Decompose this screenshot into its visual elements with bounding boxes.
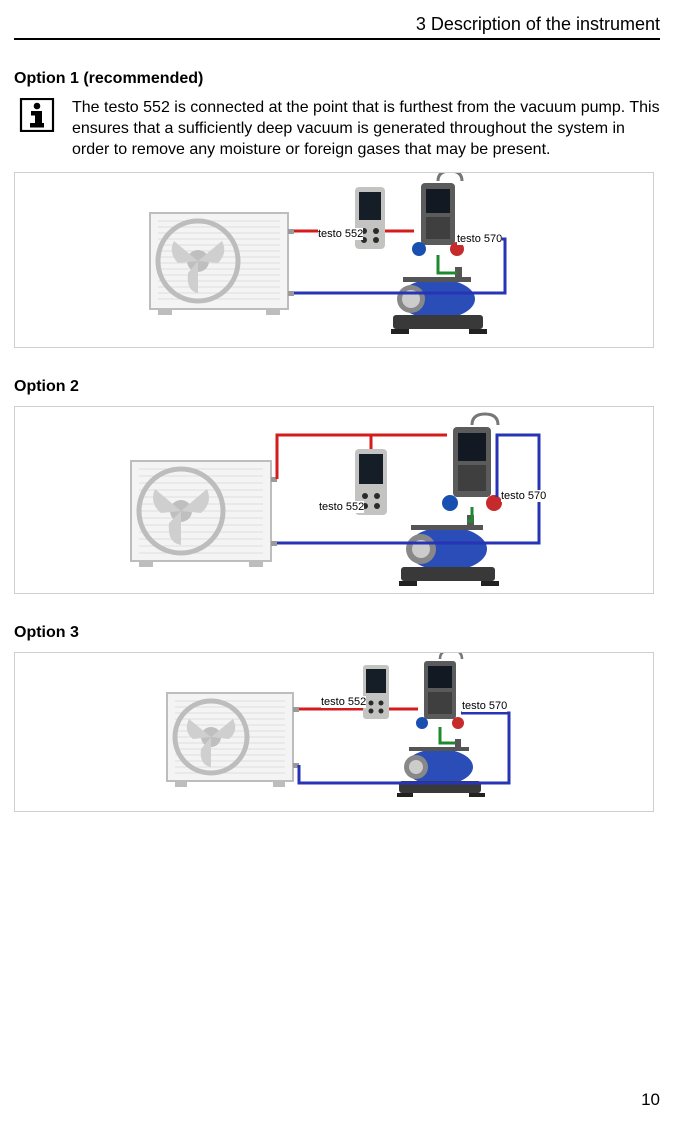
label-testo-552-d3: testo 552 xyxy=(321,696,366,708)
line-blue-d3 xyxy=(299,713,509,783)
option1-title: Option 1 (recommended) xyxy=(14,70,660,88)
info-icon xyxy=(18,98,56,132)
page-header: 3 Description of the instrument xyxy=(14,14,660,40)
line-green-d3 xyxy=(440,727,455,743)
info-text: The testo 552 is connected at the point … xyxy=(72,98,660,160)
label-testo-570-d2: testo 570 xyxy=(501,490,546,502)
page-number: 10 xyxy=(641,1090,660,1110)
label-testo-552-d1: testo 552 xyxy=(318,228,363,240)
option3-title: Option 3 xyxy=(14,624,660,642)
line-blue-d1 xyxy=(294,239,505,293)
pump-icon xyxy=(391,267,487,334)
diagram-svg-1 xyxy=(15,173,655,349)
diagram-svg-3 xyxy=(15,653,655,813)
diagram-option1: testo 552 testo 570 xyxy=(14,172,654,348)
line-green-d1 xyxy=(438,255,457,273)
ac-unit-icon xyxy=(150,213,294,315)
diagram-option3: testo 552 testo 570 xyxy=(14,652,654,812)
info-callout: The testo 552 is connected at the point … xyxy=(14,98,660,160)
label-testo-570-d3: testo 570 xyxy=(462,700,507,712)
chapter-title: 3 Description of the instrument xyxy=(14,14,660,38)
line-blue-d2 xyxy=(277,435,539,543)
diagram-option2: testo 552 testo 570 xyxy=(14,406,654,594)
label-testo-552-d2: testo 552 xyxy=(319,501,364,513)
header-rule xyxy=(14,38,660,40)
option2-title: Option 2 xyxy=(14,378,660,396)
label-testo-570-d1: testo 570 xyxy=(457,233,502,245)
